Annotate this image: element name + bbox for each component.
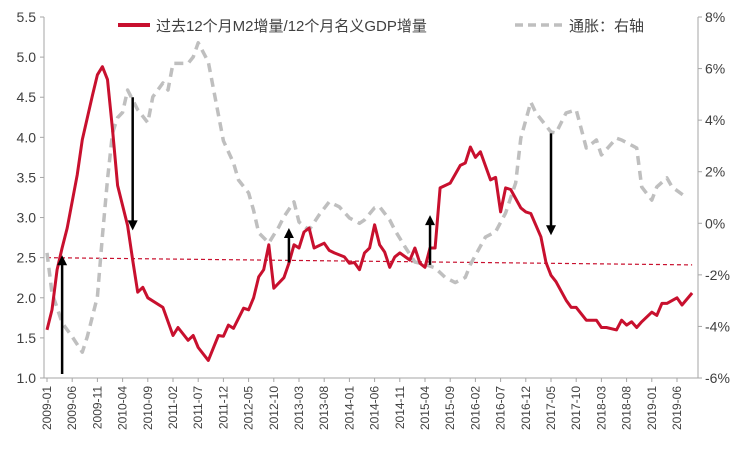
x-tick-label: 2012-05 xyxy=(242,386,256,430)
reference-line-group xyxy=(46,257,693,266)
right-tick-label: 8% xyxy=(705,9,725,25)
right-tick-label: 6% xyxy=(705,61,725,77)
right-tick-label: -6% xyxy=(705,370,730,386)
x-tick-label: 2018-03 xyxy=(594,386,608,430)
x-tick-label: 2009-01 xyxy=(40,386,54,430)
x-tick-label: 2019-06 xyxy=(670,386,684,430)
x-tick-label: 2014-06 xyxy=(368,386,382,430)
series-inflation-line xyxy=(45,41,689,354)
legend-label-m2-ratio: 过去12个月M2增量/12个月名义GDP增量 xyxy=(156,18,427,35)
left-tick-label: 4.5 xyxy=(17,89,37,105)
x-tick-label: 2017-05 xyxy=(544,386,558,430)
x-tick-label: 2019-01 xyxy=(645,386,659,430)
left-tick-label: 5.5 xyxy=(17,9,37,25)
x-tick-label: 2014-11 xyxy=(393,386,407,429)
right-tick-label: -2% xyxy=(705,267,730,283)
x-tick-label: 2010-09 xyxy=(141,386,155,430)
arrow-head xyxy=(425,215,436,226)
x-tick-label: 2018-08 xyxy=(620,386,634,430)
x-tick-label: 2011-02 xyxy=(166,386,180,429)
series-m2-ratio-line xyxy=(45,65,694,362)
arrow-head xyxy=(283,227,294,238)
arrow-up xyxy=(283,227,294,263)
arrow-down xyxy=(546,133,556,236)
legend: 过去12个月M2增量/12个月名义GDP增量 通胀：右轴 xyxy=(118,18,644,35)
left-tick-label: 2.0 xyxy=(17,290,37,306)
arrow-up xyxy=(57,255,68,374)
x-tick-label: 2015-09 xyxy=(443,386,457,430)
axes: 1.0 1.5 2.0 2.5 3.0 3.5 4.0 4.5 5.0 5.5 -6% -4% -2% 0… xyxy=(17,9,730,430)
x-tick-label: 2009-11 xyxy=(90,386,104,429)
arrow-down xyxy=(127,97,138,231)
x-tick-label: 2009-06 xyxy=(65,386,79,430)
x-tick-label: 2011-12 xyxy=(216,386,230,429)
x-tick-label: 2013-08 xyxy=(317,386,331,430)
x-tick-label: 2016-02 xyxy=(468,386,482,430)
arrow-up xyxy=(425,215,436,265)
series-lines xyxy=(45,41,694,362)
right-tick-label: 4% xyxy=(705,112,725,128)
left-tick-label: 5.0 xyxy=(17,49,37,65)
left-tick-label: 1.0 xyxy=(17,370,37,386)
x-tick-label: 2014-01 xyxy=(342,386,356,430)
x-tick-label: 2017-10 xyxy=(569,386,583,430)
x-tick-label: 2011-07 xyxy=(191,386,205,429)
arrow-head xyxy=(127,220,138,231)
x-tick-label: 2012-10 xyxy=(267,386,281,430)
x-tick-label: 2016-07 xyxy=(494,386,508,430)
x-tick-label: 2010-04 xyxy=(116,386,130,430)
right-tick-label: -4% xyxy=(705,318,730,334)
left-tick-label: 3.5 xyxy=(17,169,37,185)
left-tick-label: 1.5 xyxy=(17,330,37,346)
left-tick-label: 2.5 xyxy=(17,250,37,266)
arrow-head xyxy=(546,225,556,236)
left-tick-label: 4.0 xyxy=(17,129,37,145)
legend-label-inflation: 通胀：右轴 xyxy=(569,18,644,35)
arrow-head xyxy=(57,255,68,266)
left-tick-label: 3.0 xyxy=(17,210,37,226)
right-tick-label: 0% xyxy=(705,215,725,231)
x-tick-label: 2015-04 xyxy=(418,386,432,430)
x-tick-label: 2013-03 xyxy=(292,386,306,430)
right-tick-label: 2% xyxy=(705,164,725,180)
x-tick-label: 2016-12 xyxy=(519,386,533,430)
arrows-group xyxy=(57,97,556,374)
reference-line xyxy=(46,257,693,266)
